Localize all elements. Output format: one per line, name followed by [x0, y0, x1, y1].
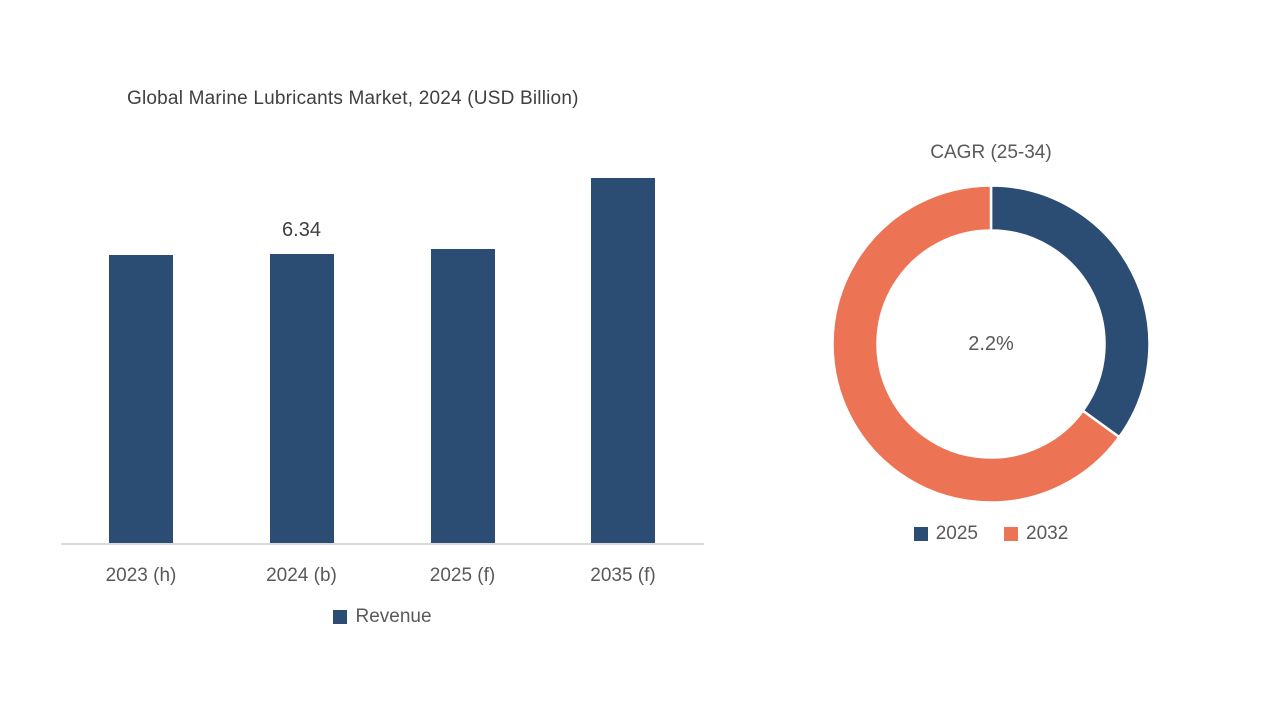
legend-item-2032: 2032 [1004, 523, 1068, 545]
legend-swatch-revenue-icon [333, 610, 348, 624]
bar-2035 (f) [591, 178, 655, 543]
bar-2024 (b) [269, 254, 334, 543]
legend-item-2025: 2025 [913, 523, 978, 545]
x-axis-label-1: 2023 (h) [105, 565, 177, 586]
bar-data-label: 6.34 [282, 219, 321, 241]
legend-label-2032: 2032 [1026, 523, 1069, 544]
donut-center-label: 2.2% [968, 333, 1014, 355]
donut-chart-title: CAGR (25-34) [930, 142, 1052, 163]
bar-chart-title: Global Marine Lubricants Market, 2024 (U… [127, 88, 579, 109]
donut-plot-area [831, 184, 1151, 504]
legend-label-revenue: Revenue [355, 606, 432, 627]
donut-segment-2032 [831, 184, 1121, 504]
x-axis-label-4: 2035 (f) [590, 565, 656, 586]
legend-label-2025: 2025 [935, 523, 978, 544]
legend-swatch-2032-icon [1004, 527, 1018, 541]
x-axis-line [61, 543, 704, 545]
donut-segment-2025 [989, 184, 1151, 439]
x-axis-label-3: 2025 (f) [429, 565, 496, 586]
bar-2023 (h) [109, 255, 173, 543]
x-axis-label-2: 2024 (b) [266, 565, 337, 586]
legend-item-revenue: Revenue [333, 606, 432, 628]
bar-chart-legend: Revenue [61, 606, 704, 628]
donut-chart-legend: 2025 2032 [831, 523, 1151, 545]
bar-2025 (f) [430, 249, 495, 543]
legend-swatch-2025-icon [913, 527, 928, 541]
